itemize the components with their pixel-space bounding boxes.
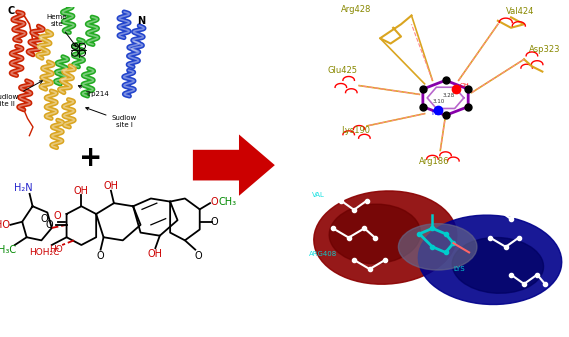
Text: Trp214: Trp214 xyxy=(79,86,109,97)
Text: O: O xyxy=(210,196,218,207)
Ellipse shape xyxy=(418,215,562,305)
Text: H₂N: H₂N xyxy=(14,183,33,193)
Text: HO: HO xyxy=(50,245,63,254)
Text: Lys190: Lys190 xyxy=(341,126,370,135)
Text: O: O xyxy=(195,251,202,261)
Text: OH: OH xyxy=(74,186,89,196)
Text: N: N xyxy=(137,16,145,26)
Text: Glu425: Glu425 xyxy=(328,66,358,75)
Text: Arg186: Arg186 xyxy=(419,157,450,166)
Text: OH: OH xyxy=(104,181,118,191)
Text: O: O xyxy=(53,211,61,221)
Text: OH: OH xyxy=(460,83,469,88)
Text: VAL: VAL xyxy=(312,192,325,198)
Ellipse shape xyxy=(314,191,457,284)
Text: H₃C: H₃C xyxy=(0,245,17,255)
Text: ARG408: ARG408 xyxy=(310,251,337,257)
Text: LYS: LYS xyxy=(453,266,465,272)
Text: O: O xyxy=(97,251,105,261)
Ellipse shape xyxy=(398,224,477,270)
Ellipse shape xyxy=(452,238,543,293)
Text: Sudlow
site II: Sudlow site II xyxy=(0,81,42,108)
Text: Val424: Val424 xyxy=(506,7,534,16)
Text: OH: OH xyxy=(148,249,163,259)
Text: O: O xyxy=(40,214,48,224)
Text: CH₃: CH₃ xyxy=(219,196,237,207)
Text: 3.28: 3.28 xyxy=(443,93,455,98)
Text: Sudlow
site I: Sudlow site I xyxy=(86,108,137,128)
Text: Heme
site: Heme site xyxy=(47,14,76,47)
Text: Asp323: Asp323 xyxy=(529,45,561,54)
Text: +: + xyxy=(79,144,103,173)
Text: N: N xyxy=(431,111,436,116)
Ellipse shape xyxy=(329,204,420,264)
Text: 3.10: 3.10 xyxy=(432,99,445,104)
Text: C: C xyxy=(7,6,15,16)
Text: HO: HO xyxy=(0,220,10,230)
Text: O: O xyxy=(211,217,218,227)
Text: Arg428: Arg428 xyxy=(341,5,371,14)
FancyArrow shape xyxy=(193,134,275,196)
Text: O: O xyxy=(45,220,53,230)
Text: HOH₂C: HOH₂C xyxy=(29,248,60,257)
